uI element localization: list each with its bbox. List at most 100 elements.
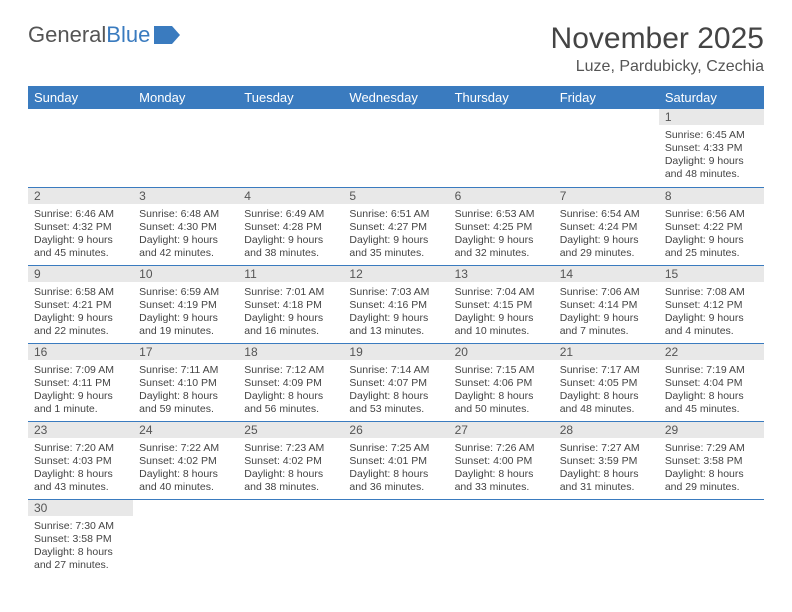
calendar-cell: 28Sunrise: 7:27 AMSunset: 3:59 PMDayligh…	[554, 421, 659, 499]
calendar-row: 30 Sunrise: 7:30 AMSunset: 3:58 PMDayligh…	[28, 499, 764, 577]
calendar-cell: 17Sunrise: 7:11 AMSunset: 4:10 PMDayligh…	[133, 343, 238, 421]
sunrise-text: Sunrise: 6:53 AM	[455, 208, 548, 221]
day-number: 14	[554, 266, 659, 282]
daylight-text: Daylight: 8 hours and 31 minutes.	[560, 468, 653, 494]
daylight-text: Daylight: 8 hours and 36 minutes.	[349, 468, 442, 494]
day-number: 24	[133, 422, 238, 438]
daylight-text: Daylight: 8 hours and 27 minutes.	[34, 546, 127, 572]
daylight-text: Daylight: 9 hours and 48 minutes.	[665, 155, 758, 181]
calendar-cell: 22Sunrise: 7:19 AMSunset: 4:04 PMDayligh…	[659, 343, 764, 421]
sunset-text: Sunset: 4:22 PM	[665, 221, 758, 234]
sunset-text: Sunset: 4:25 PM	[455, 221, 548, 234]
logo-text-2: Blue	[106, 22, 150, 48]
calendar-table: Sunday Monday Tuesday Wednesday Thursday…	[28, 86, 764, 577]
day-number: 7	[554, 188, 659, 204]
calendar-cell: 30 Sunrise: 7:30 AMSunset: 3:58 PMDayligh…	[28, 499, 133, 577]
calendar-cell: 27Sunrise: 7:26 AMSunset: 4:00 PMDayligh…	[449, 421, 554, 499]
sunrise-text: Sunrise: 6:59 AM	[139, 286, 232, 299]
day-number: 4	[238, 188, 343, 204]
calendar-cell: 9Sunrise: 6:58 AMSunset: 4:21 PMDaylight…	[28, 265, 133, 343]
daylight-text: Daylight: 8 hours and 50 minutes.	[455, 390, 548, 416]
daylight-text: Daylight: 9 hours and 42 minutes.	[139, 234, 232, 260]
day-number: 8	[659, 188, 764, 204]
day-number: 21	[554, 344, 659, 360]
sunset-text: Sunset: 4:02 PM	[244, 455, 337, 468]
day-number: 30	[28, 500, 133, 516]
calendar-cell	[343, 499, 448, 577]
weekday-header: Monday	[133, 86, 238, 109]
calendar-row: 16Sunrise: 7:09 AMSunset: 4:11 PMDayligh…	[28, 343, 764, 421]
sunrise-text: Sunrise: 7:27 AM	[560, 442, 653, 455]
day-number: 19	[343, 344, 448, 360]
calendar-cell: 8Sunrise: 6:56 AMSunset: 4:22 PMDaylight…	[659, 187, 764, 265]
day-number: 11	[238, 266, 343, 282]
sunrise-text: Sunrise: 7:12 AM	[244, 364, 337, 377]
sunrise-text: Sunrise: 7:20 AM	[34, 442, 127, 455]
day-number: 16	[28, 344, 133, 360]
daylight-text: Daylight: 9 hours and 35 minutes.	[349, 234, 442, 260]
sunrise-text: Sunrise: 6:56 AM	[665, 208, 758, 221]
sunrise-text: Sunrise: 7:30 AM	[34, 520, 127, 533]
day-number: 29	[659, 422, 764, 438]
daylight-text: Daylight: 9 hours and 13 minutes.	[349, 312, 442, 338]
day-number: 2	[28, 188, 133, 204]
logo-text-1: General	[28, 22, 106, 48]
day-number: 3	[133, 188, 238, 204]
daylight-text: Daylight: 8 hours and 29 minutes.	[665, 468, 758, 494]
weekday-header: Friday	[554, 86, 659, 109]
daylight-text: Daylight: 8 hours and 43 minutes.	[34, 468, 127, 494]
day-number: 12	[343, 266, 448, 282]
sunset-text: Sunset: 4:09 PM	[244, 377, 337, 390]
calendar-row: 23Sunrise: 7:20 AMSunset: 4:03 PMDayligh…	[28, 421, 764, 499]
daylight-text: Daylight: 8 hours and 40 minutes.	[139, 468, 232, 494]
calendar-cell: 16Sunrise: 7:09 AMSunset: 4:11 PMDayligh…	[28, 343, 133, 421]
day-number: 9	[28, 266, 133, 282]
calendar-cell: 25Sunrise: 7:23 AMSunset: 4:02 PMDayligh…	[238, 421, 343, 499]
calendar-cell: 3 Sunrise: 6:48 AMSunset: 4:30 PMDaylight…	[133, 187, 238, 265]
calendar-cell: 10Sunrise: 6:59 AMSunset: 4:19 PMDayligh…	[133, 265, 238, 343]
day-number: 25	[238, 422, 343, 438]
sunrise-text: Sunrise: 7:03 AM	[349, 286, 442, 299]
daylight-text: Daylight: 8 hours and 48 minutes.	[560, 390, 653, 416]
sunset-text: Sunset: 3:58 PM	[34, 533, 127, 546]
sunset-text: Sunset: 4:16 PM	[349, 299, 442, 312]
sunrise-text: Sunrise: 6:51 AM	[349, 208, 442, 221]
calendar-cell: 19Sunrise: 7:14 AMSunset: 4:07 PMDayligh…	[343, 343, 448, 421]
daylight-text: Daylight: 9 hours and 10 minutes.	[455, 312, 548, 338]
calendar-cell: 14Sunrise: 7:06 AMSunset: 4:14 PMDayligh…	[554, 265, 659, 343]
calendar-cell	[449, 109, 554, 187]
sunrise-text: Sunrise: 6:54 AM	[560, 208, 653, 221]
sunset-text: Sunset: 4:10 PM	[139, 377, 232, 390]
sunrise-text: Sunrise: 7:15 AM	[455, 364, 548, 377]
sunset-text: Sunset: 3:58 PM	[665, 455, 758, 468]
calendar-cell: 24Sunrise: 7:22 AMSunset: 4:02 PMDayligh…	[133, 421, 238, 499]
sunrise-text: Sunrise: 6:48 AM	[139, 208, 232, 221]
day-number: 26	[343, 422, 448, 438]
sunset-text: Sunset: 4:30 PM	[139, 221, 232, 234]
sunrise-text: Sunrise: 6:49 AM	[244, 208, 337, 221]
daylight-text: Daylight: 8 hours and 59 minutes.	[139, 390, 232, 416]
sunrise-text: Sunrise: 7:22 AM	[139, 442, 232, 455]
day-number: 22	[659, 344, 764, 360]
calendar-cell: 4Sunrise: 6:49 AMSunset: 4:28 PMDaylight…	[238, 187, 343, 265]
sunset-text: Sunset: 4:06 PM	[455, 377, 548, 390]
day-number: 27	[449, 422, 554, 438]
weekday-header: Tuesday	[238, 86, 343, 109]
page-title: November 2025	[551, 22, 764, 56]
calendar-cell	[133, 499, 238, 577]
day-number: 20	[449, 344, 554, 360]
weekday-header: Wednesday	[343, 86, 448, 109]
daylight-text: Daylight: 8 hours and 33 minutes.	[455, 468, 548, 494]
sunrise-text: Sunrise: 7:29 AM	[665, 442, 758, 455]
location-label: Luze, Pardubicky, Czechia	[551, 58, 764, 76]
weekday-header: Saturday	[659, 86, 764, 109]
daylight-text: Daylight: 9 hours and 1 minute.	[34, 390, 127, 416]
daylight-text: Daylight: 9 hours and 16 minutes.	[244, 312, 337, 338]
sunrise-text: Sunrise: 7:01 AM	[244, 286, 337, 299]
sunrise-text: Sunrise: 7:09 AM	[34, 364, 127, 377]
day-number: 5	[343, 188, 448, 204]
calendar-cell: 7Sunrise: 6:54 AMSunset: 4:24 PMDaylight…	[554, 187, 659, 265]
day-number: 10	[133, 266, 238, 282]
calendar-cell	[238, 109, 343, 187]
calendar-cell: 13Sunrise: 7:04 AMSunset: 4:15 PMDayligh…	[449, 265, 554, 343]
